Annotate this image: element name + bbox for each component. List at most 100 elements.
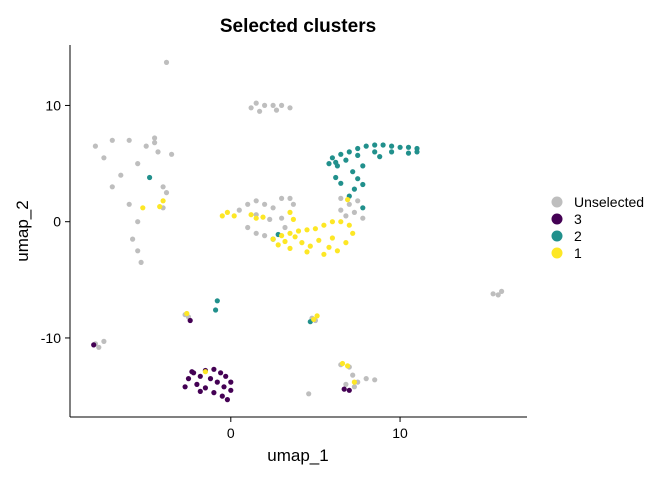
- point-2-5: [372, 142, 378, 148]
- point-unselected-29: [236, 207, 242, 213]
- point-1-15: [287, 245, 293, 251]
- point-2-26: [360, 205, 366, 211]
- point-3-9: [214, 379, 220, 385]
- point-unselected-11: [130, 236, 136, 242]
- point-unselected-47: [351, 209, 357, 215]
- point-1-10: [350, 230, 356, 236]
- point-1-37: [311, 316, 317, 322]
- point-1-25: [224, 209, 230, 215]
- point-2-4: [363, 143, 369, 149]
- legend-swatch-2: [551, 230, 563, 242]
- point-unselected-30: [245, 201, 251, 207]
- point-3-6: [207, 376, 214, 382]
- point-unselected-27: [248, 105, 254, 111]
- axis-ticks: 0 10 -10 0 10: [41, 97, 408, 441]
- point-unselected-50: [360, 215, 366, 221]
- point-1-3: [295, 228, 302, 234]
- point-1-40: [351, 379, 357, 385]
- point-unselected-68: [306, 391, 312, 397]
- point-3-13: [223, 373, 229, 379]
- y-tick-label: 10: [45, 97, 61, 113]
- point-2-19: [350, 169, 356, 175]
- point-2-22: [351, 186, 357, 192]
- point-1-7: [329, 219, 335, 225]
- legend-swatch-unselected: [551, 196, 563, 208]
- point-3-5: [202, 385, 208, 391]
- point-2-32: [213, 307, 219, 313]
- point-3-22: [341, 386, 347, 392]
- point-1-12: [334, 248, 340, 254]
- point-2-21: [360, 181, 366, 188]
- point-2-15: [355, 152, 361, 158]
- point-unselected-35: [267, 216, 273, 222]
- point-unselected-3: [143, 143, 149, 149]
- point-3-2: [194, 381, 200, 387]
- legend-swatch-1: [551, 247, 563, 259]
- point-unselected-1: [109, 137, 115, 143]
- point-3-20: [91, 342, 97, 348]
- point-1-42: [345, 197, 351, 203]
- point-1-34: [140, 205, 146, 211]
- point-unselected-36: [245, 224, 251, 231]
- point-3-10: [218, 370, 224, 376]
- point-unselected-53: [495, 292, 501, 298]
- point-3-23: [346, 387, 352, 393]
- point-2-20: [355, 176, 361, 182]
- legend-label-1: 1: [574, 245, 582, 261]
- point-2-16: [343, 157, 349, 163]
- point-2-24: [333, 174, 339, 181]
- point-3-16: [228, 379, 234, 385]
- point-unselected-66: [343, 381, 349, 387]
- point-unselected-25: [257, 108, 263, 114]
- chart-title: Selected clusters: [220, 16, 376, 37]
- point-2-3: [355, 145, 361, 152]
- point-2-2: [346, 149, 352, 155]
- point-1-4: [304, 227, 310, 233]
- point-unselected-8: [109, 184, 115, 190]
- point-1-26: [231, 213, 237, 219]
- point-unselected-5: [135, 161, 141, 167]
- point-unselected-21: [262, 102, 268, 108]
- point-3-17: [182, 384, 188, 390]
- point-2-11: [414, 149, 420, 155]
- point-2-8: [397, 144, 403, 150]
- point-2-1: [338, 151, 344, 157]
- point-1-23: [292, 234, 298, 240]
- point-unselected-6: [118, 172, 124, 178]
- plot-points: [91, 59, 505, 403]
- point-unselected-16: [160, 184, 166, 190]
- point-unselected-2: [126, 137, 132, 143]
- legend-label-unselected: Unselected: [574, 194, 644, 210]
- point-3-21: [187, 317, 193, 324]
- y-tick-label: 0: [53, 214, 61, 230]
- point-2-27: [326, 161, 332, 167]
- point-3-11: [219, 393, 225, 399]
- point-unselected-7: [101, 155, 107, 161]
- point-1-14: [304, 249, 310, 255]
- point-unselected-38: [262, 233, 268, 239]
- point-unselected-22: [270, 102, 276, 108]
- point-3-18: [197, 388, 203, 394]
- point-1-5: [312, 226, 318, 232]
- point-unselected-20: [253, 100, 259, 106]
- point-1-8: [338, 219, 344, 225]
- point-unselected-19: [169, 151, 175, 157]
- point-1-39: [345, 363, 351, 369]
- point-1-28: [253, 215, 259, 221]
- point-3-19: [189, 369, 195, 375]
- point-unselected-12: [135, 248, 141, 254]
- point-1-19: [316, 237, 322, 243]
- legend-label-2: 2: [574, 228, 582, 244]
- point-2-6: [380, 142, 386, 148]
- point-unselected-67: [351, 384, 357, 390]
- point-unselected-55: [96, 344, 102, 350]
- point-1-13: [321, 251, 327, 257]
- point-1-22: [307, 243, 313, 249]
- point-2-28: [334, 163, 340, 169]
- point-1-29: [260, 214, 266, 220]
- point-unselected-63: [350, 372, 356, 378]
- point-1-33: [160, 198, 166, 204]
- point-unselected-28: [163, 59, 170, 65]
- point-unselected-44: [338, 195, 344, 201]
